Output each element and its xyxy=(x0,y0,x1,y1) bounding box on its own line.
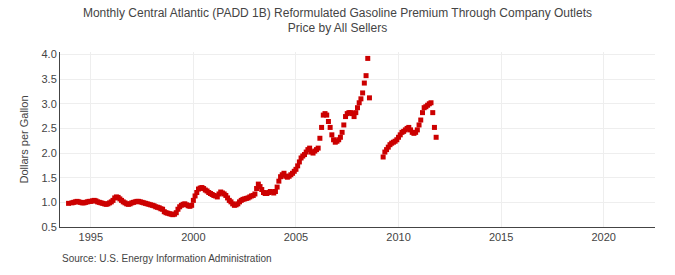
svg-text:1995: 1995 xyxy=(79,231,103,243)
svg-text:3.5: 3.5 xyxy=(42,73,57,85)
svg-text:2000: 2000 xyxy=(181,231,205,243)
svg-text:4.0: 4.0 xyxy=(42,48,57,60)
svg-text:1.5: 1.5 xyxy=(42,172,57,184)
svg-text:0.5: 0.5 xyxy=(42,221,57,233)
svg-text:2020: 2020 xyxy=(591,231,615,243)
svg-text:2005: 2005 xyxy=(284,231,308,243)
svg-text:3.0: 3.0 xyxy=(42,98,57,110)
svg-text:Monthly Central Atlantic (PADD: Monthly Central Atlantic (PADD 1B) Refor… xyxy=(83,6,592,36)
svg-text:1.0: 1.0 xyxy=(42,196,57,208)
svg-text:2.5: 2.5 xyxy=(42,122,57,134)
svg-text:Dollars per Gallon: Dollars per Gallon xyxy=(18,95,30,183)
svg-text:2015: 2015 xyxy=(489,231,513,243)
svg-text:Source: U.S. Energy Informatio: Source: U.S. Energy Information Administ… xyxy=(62,253,272,264)
svg-text:2.0: 2.0 xyxy=(42,147,57,159)
svg-text:2010: 2010 xyxy=(386,231,410,243)
